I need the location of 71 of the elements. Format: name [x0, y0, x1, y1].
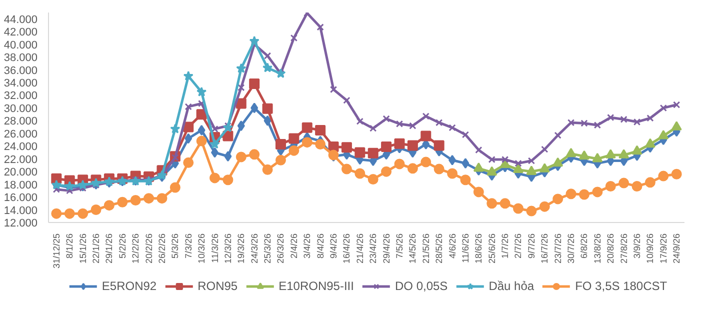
- x-tick-label: 7/5/26: [394, 233, 404, 259]
- x-tick-label: 14/5/26: [408, 233, 418, 264]
- x-tick-label: 17/9/26: [658, 233, 668, 264]
- x-tick-label: 4/6/26: [447, 233, 458, 259]
- x-tick-label: 10/9/26: [645, 233, 656, 264]
- legend-label: E10RON95-III: [278, 279, 354, 293]
- x-tick-label: 29/4/26: [381, 233, 392, 264]
- y-tick-label: 44.000: [4, 14, 38, 26]
- x-tick-label: 29/1/26: [104, 233, 114, 264]
- x-tick-label: 11/6/26: [460, 233, 470, 263]
- y-tick-label: 14.000: [4, 204, 38, 217]
- x-tick-label: 25/6/26: [486, 233, 497, 264]
- x-tick-label: 20/8/26: [606, 233, 616, 264]
- x-tick-label: 2/7/26: [513, 233, 524, 259]
- legend-label: E5RON92: [102, 279, 157, 293]
- x-tick-label: 21/5/26: [420, 233, 431, 264]
- x-tick-label: 24/3/26: [249, 233, 260, 264]
- x-tick-label: 24/9/26: [672, 233, 682, 264]
- x-tick-label: 16/4/26: [342, 233, 352, 264]
- x-tick-label: 30/7/26: [566, 233, 576, 264]
- x-tick-label: 3/9/26: [632, 233, 642, 259]
- x-tick-label: 15/1/26: [78, 233, 88, 264]
- x-tick-label: 9/7/26: [526, 233, 536, 259]
- y-tick-label: 24.000: [4, 141, 38, 154]
- y-tick-label: 22.000: [4, 154, 38, 166]
- x-tick-label: 7/3/26: [183, 233, 194, 259]
- y-tick-label: 26.000: [4, 128, 38, 140]
- x-tick-label: 27/8/26: [618, 233, 629, 264]
- y-tick-label: 20.000: [4, 166, 38, 179]
- y-tick-label: 32.000: [4, 90, 38, 102]
- x-tick-label: 25/3/26: [262, 233, 273, 264]
- y-tick-label: 18.000: [4, 179, 38, 192]
- x-tick-label: 28/5/26: [434, 233, 444, 264]
- legend-label: DO 0,05S: [394, 279, 448, 293]
- x-tick-label: 11/3/26: [210, 233, 220, 263]
- x-tick-label: 12/2/26: [130, 233, 141, 264]
- legend-label: RON95: [198, 279, 238, 293]
- x-tick-label: 1/7/26: [500, 233, 510, 259]
- y-tick-label: 30.000: [4, 102, 38, 115]
- y-tick-label: 40.000: [4, 39, 38, 52]
- x-tick-label: 16/7/26: [540, 233, 550, 264]
- y-tick-label: 34.000: [4, 78, 38, 90]
- x-tick-label: 23/7/26: [552, 233, 563, 264]
- x-tick-label: 22/1/26: [91, 233, 101, 264]
- x-tick-label: 20/2/26: [144, 233, 154, 264]
- y-tick-label: 12.000: [4, 218, 38, 230]
- x-tick-label: 23/4/26: [368, 233, 378, 264]
- y-tick-label: 28.000: [4, 116, 38, 128]
- x-tick-label: 21/4/26: [354, 233, 365, 264]
- y-tick-label: 36.000: [4, 64, 38, 77]
- y-tick-label: 42.000: [4, 26, 38, 39]
- x-tick-label: 18/6/26: [474, 233, 484, 264]
- x-tick-label: 5/2/26: [117, 233, 128, 259]
- x-tick-label: 26/3/26: [276, 233, 286, 264]
- legend-label: FO 3,5S 180CST: [575, 279, 668, 293]
- y-tick-label: 16.000: [4, 192, 38, 204]
- y-tick-label: 38.000: [4, 52, 38, 64]
- x-tick-label: 2/4/26: [288, 233, 299, 259]
- x-tick-label: 3/4/26: [302, 233, 312, 259]
- x-tick-label: 19/3/26: [236, 233, 246, 264]
- legend-label: Dầu hỏa: [488, 279, 534, 293]
- x-tick-label: 31/12/25: [51, 233, 62, 269]
- x-tick-label: 9/4/26: [328, 233, 339, 259]
- x-tick-label: 6/8/26: [579, 233, 590, 259]
- x-tick-label: 10/3/26: [196, 233, 207, 264]
- x-tick-label: 8/1/26: [64, 233, 75, 259]
- x-tick-label: 26/2/26: [156, 233, 167, 264]
- x-tick-label: 12/3/26: [222, 233, 233, 264]
- x-tick-label: 13/8/26: [592, 233, 602, 264]
- x-tick-label: 8/4/26: [315, 233, 326, 259]
- x-tick-label: 5/3/26: [170, 233, 180, 259]
